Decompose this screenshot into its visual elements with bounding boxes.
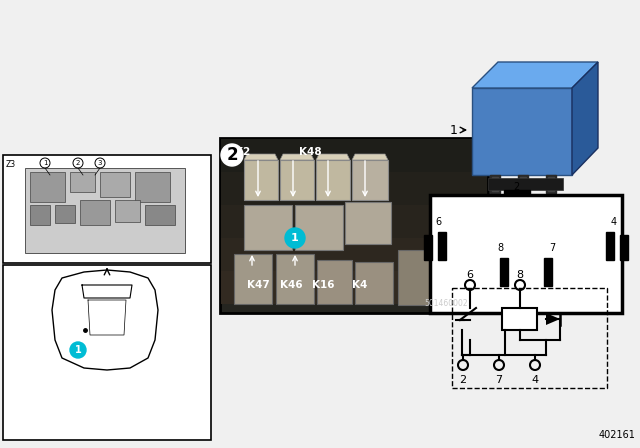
- Bar: [135, 172, 170, 202]
- Bar: [221, 238, 487, 271]
- Bar: [316, 160, 350, 200]
- Bar: [548, 177, 554, 191]
- Bar: [518, 175, 528, 193]
- Text: 501460002: 501460002: [424, 299, 468, 308]
- Polygon shape: [472, 62, 598, 88]
- Bar: [220, 138, 488, 313]
- Bar: [502, 308, 537, 330]
- Bar: [244, 160, 278, 200]
- Text: 402161: 402161: [598, 430, 635, 440]
- Bar: [352, 160, 388, 200]
- Circle shape: [70, 342, 86, 358]
- Bar: [70, 172, 95, 192]
- Text: K16: K16: [312, 280, 334, 290]
- Text: 8: 8: [497, 243, 503, 253]
- Bar: [430, 195, 622, 313]
- Bar: [500, 258, 508, 286]
- Bar: [546, 175, 556, 193]
- Bar: [25, 168, 185, 253]
- Bar: [355, 262, 393, 304]
- Bar: [606, 232, 614, 260]
- Bar: [3, 155, 211, 263]
- Bar: [145, 205, 175, 225]
- Bar: [317, 260, 352, 304]
- Bar: [452, 288, 607, 388]
- Bar: [234, 254, 272, 304]
- Bar: [221, 271, 487, 304]
- Text: 7: 7: [549, 243, 555, 253]
- Bar: [424, 235, 432, 260]
- Bar: [280, 160, 314, 200]
- Bar: [3, 265, 211, 440]
- Text: 1: 1: [291, 233, 299, 243]
- Polygon shape: [316, 154, 350, 160]
- Bar: [221, 172, 487, 205]
- Text: K2: K2: [236, 147, 251, 157]
- Circle shape: [285, 228, 305, 248]
- Text: K4: K4: [352, 280, 368, 290]
- Text: Z3: Z3: [6, 160, 16, 169]
- Text: K47: K47: [246, 280, 269, 290]
- Polygon shape: [352, 154, 388, 160]
- Bar: [276, 254, 314, 304]
- Bar: [398, 250, 433, 305]
- Bar: [221, 205, 487, 238]
- Polygon shape: [244, 154, 278, 160]
- Text: 1: 1: [75, 345, 81, 355]
- Bar: [492, 177, 498, 191]
- Text: K48: K48: [299, 147, 321, 157]
- Bar: [520, 177, 526, 191]
- Text: 4: 4: [611, 217, 617, 227]
- Bar: [345, 202, 391, 244]
- Polygon shape: [472, 88, 572, 175]
- Bar: [544, 258, 552, 286]
- Polygon shape: [572, 62, 598, 175]
- Bar: [620, 235, 628, 260]
- Bar: [30, 205, 50, 225]
- Bar: [438, 232, 446, 260]
- Text: 2: 2: [513, 182, 519, 192]
- Circle shape: [221, 144, 243, 166]
- Text: 2: 2: [460, 375, 467, 385]
- Text: 2: 2: [76, 160, 80, 166]
- Polygon shape: [504, 190, 530, 195]
- Bar: [244, 205, 292, 250]
- Bar: [55, 205, 75, 223]
- Text: 8: 8: [516, 270, 524, 280]
- Text: K46: K46: [280, 280, 302, 290]
- Text: 2: 2: [226, 146, 238, 164]
- Text: 7: 7: [495, 375, 502, 385]
- Text: 6: 6: [467, 270, 474, 280]
- Bar: [295, 205, 343, 250]
- Bar: [221, 139, 487, 172]
- Bar: [30, 172, 65, 202]
- Text: 1: 1: [43, 160, 47, 166]
- Text: 1: 1: [450, 124, 458, 137]
- Text: 3: 3: [98, 160, 102, 166]
- Polygon shape: [280, 154, 314, 160]
- Polygon shape: [546, 313, 560, 325]
- Bar: [80, 200, 110, 225]
- Bar: [488, 178, 563, 190]
- Bar: [490, 175, 500, 193]
- Text: 6: 6: [435, 217, 441, 227]
- Bar: [115, 200, 140, 222]
- Text: 4: 4: [531, 375, 539, 385]
- Bar: [100, 172, 130, 197]
